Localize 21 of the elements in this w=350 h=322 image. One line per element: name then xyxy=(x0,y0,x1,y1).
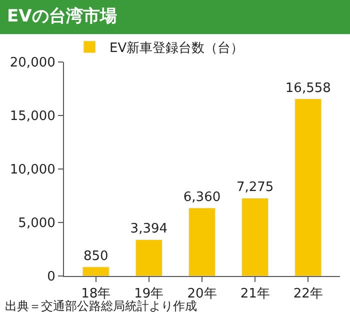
text: 850 xyxy=(83,248,108,264)
bar xyxy=(82,266,110,276)
x-tick-label: 21年 xyxy=(240,286,270,302)
y-tick-label: 15,000 xyxy=(10,109,56,124)
y-tick-label: 5,000 xyxy=(18,216,56,232)
text: 7,275 xyxy=(236,180,274,196)
text: 6,360 xyxy=(183,190,221,205)
x-tick-label: 18年 xyxy=(81,286,111,302)
bar xyxy=(294,98,322,276)
chart-title: EVの台湾市場 xyxy=(7,6,117,27)
legend-label: EV新車登録台数（台） xyxy=(110,41,244,56)
y-tick-label: 0 xyxy=(47,270,56,285)
text: 3,394 xyxy=(130,222,168,237)
y-tick-label: 10,000 xyxy=(10,162,56,178)
text: 16,558 xyxy=(285,80,331,96)
source-note: 出典＝交通部公路総局統計より作成 xyxy=(5,299,197,313)
bar xyxy=(188,208,216,276)
x-tick-label: 22年 xyxy=(293,286,323,302)
y-tick-label: 20,000 xyxy=(10,56,56,71)
bar xyxy=(135,239,162,276)
bar xyxy=(242,198,269,276)
